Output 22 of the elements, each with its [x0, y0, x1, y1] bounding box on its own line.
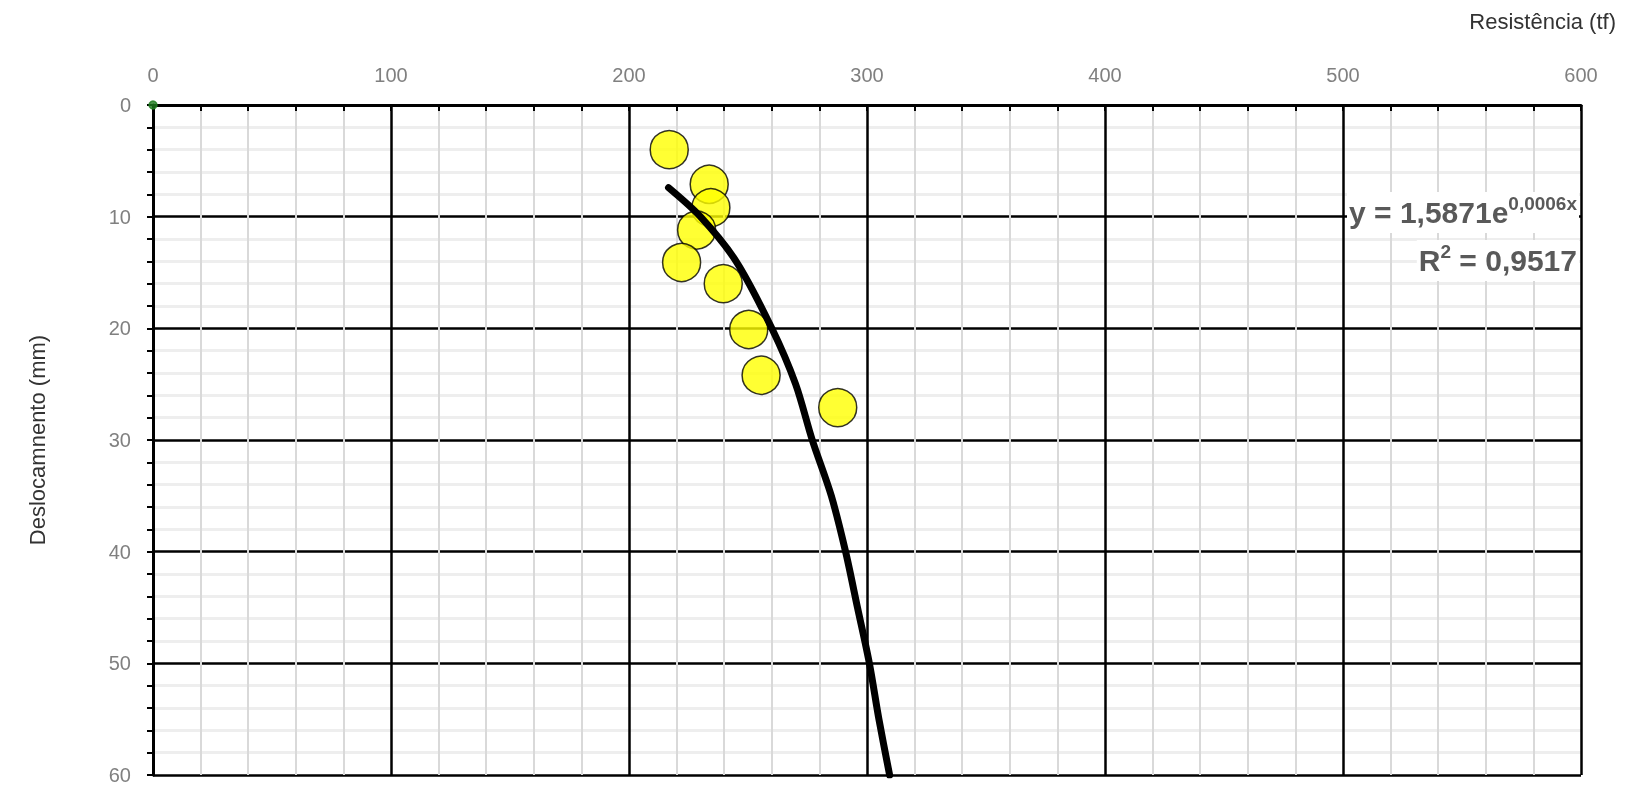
x-tick-label: 300	[850, 64, 884, 86]
y-tick-label: 50	[108, 652, 131, 675]
x-tick-label: 500	[1326, 64, 1360, 86]
y-tick-label: 10	[108, 205, 131, 228]
point	[661, 242, 702, 283]
y-tick-label: 30	[108, 429, 131, 451]
y-tick-label: 0	[119, 94, 131, 116]
y-tick-label: 60	[108, 764, 131, 786]
y-axis-title: Deslocamnento (mm)	[24, 334, 50, 546]
x-tick-label: 100	[374, 64, 408, 86]
x-tick-label: 400	[1088, 64, 1122, 86]
point	[703, 263, 743, 304]
point	[649, 129, 689, 170]
point	[741, 355, 781, 395]
x-tick-label: 200	[612, 64, 646, 86]
y-tick-label: 40	[108, 540, 131, 563]
point	[729, 309, 769, 350]
x-axis-title: Resistência (tf)	[1469, 8, 1617, 34]
y-tick-label: 20	[108, 317, 131, 340]
x-tick-label: 0	[147, 64, 159, 86]
x-tick-label: 600	[1564, 64, 1598, 86]
point	[818, 387, 858, 428]
